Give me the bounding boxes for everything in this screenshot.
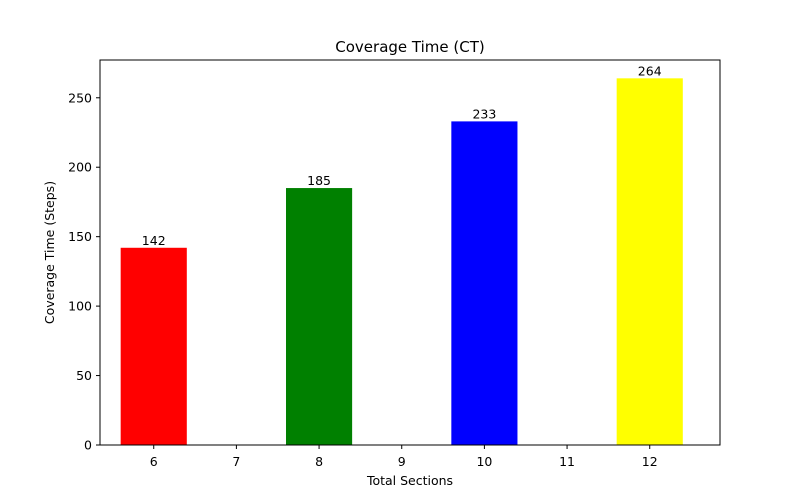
x-tick-label: 12 bbox=[642, 454, 658, 469]
x-tick-label: 11 bbox=[559, 454, 575, 469]
y-tick-label: 200 bbox=[68, 160, 92, 175]
x-axis-ticks: 6 7 8 9 10 11 12 bbox=[150, 445, 658, 469]
chart-title: Coverage Time (CT) bbox=[335, 38, 484, 56]
plot-frame bbox=[99, 59, 721, 446]
y-tick-label: 250 bbox=[68, 90, 92, 105]
data-labels-layer: 142 185 233 264 bbox=[142, 63, 662, 247]
x-tick-label: 10 bbox=[476, 454, 492, 469]
bars-layer bbox=[120, 78, 683, 446]
y-tick-label: 0 bbox=[84, 438, 92, 453]
bar-8 bbox=[286, 188, 353, 446]
y-axis-ticks: 0 50 100 150 200 250 bbox=[68, 90, 100, 453]
data-label-8: 185 bbox=[307, 173, 331, 188]
y-tick-label: 100 bbox=[68, 299, 92, 314]
data-label-10: 233 bbox=[472, 106, 496, 121]
bar-10 bbox=[451, 121, 518, 445]
y-axis-label: Coverage Time (Steps) bbox=[42, 181, 57, 324]
bar-12 bbox=[616, 78, 683, 445]
y-tick-label: 50 bbox=[76, 368, 92, 383]
x-tick-label: 6 bbox=[150, 454, 158, 469]
x-tick-label: 8 bbox=[315, 454, 323, 469]
x-tick-label: 9 bbox=[398, 454, 406, 469]
x-tick-label: 7 bbox=[232, 454, 240, 469]
x-axis-label: Total Sections bbox=[366, 473, 453, 488]
data-label-6: 142 bbox=[142, 233, 166, 248]
bar-6 bbox=[120, 247, 187, 445]
y-tick-label: 150 bbox=[68, 229, 92, 244]
data-label-12: 264 bbox=[638, 63, 662, 78]
